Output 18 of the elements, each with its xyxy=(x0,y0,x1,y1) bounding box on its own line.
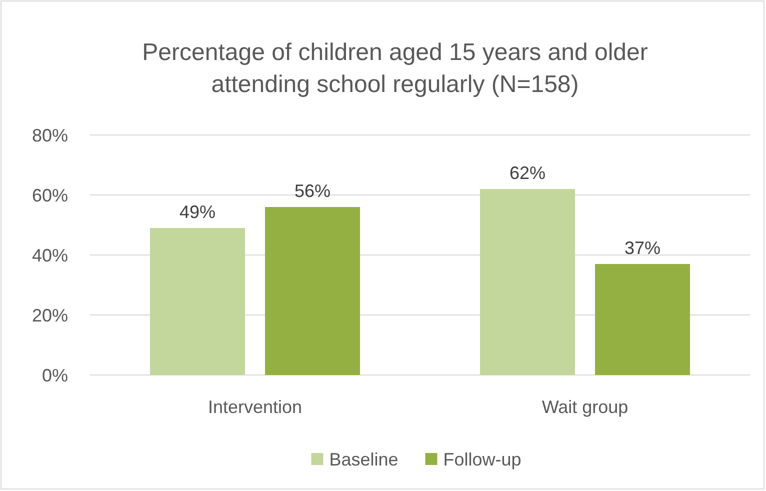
data-label: 56% xyxy=(294,181,331,201)
y-tick-label: 80% xyxy=(32,125,68,146)
chart-title: Percentage of children aged 15 years and older attending school regularly (N=158) xyxy=(142,39,648,98)
bar xyxy=(150,228,245,375)
data-label: 62% xyxy=(509,163,546,183)
data-label: 49% xyxy=(179,202,216,222)
legend-label: Baseline xyxy=(329,449,398,470)
bar xyxy=(595,264,690,375)
data-label: 37% xyxy=(624,238,661,258)
y-tick-label: 0% xyxy=(42,365,68,386)
bar xyxy=(265,207,360,375)
legend-label: Follow-up xyxy=(443,449,522,470)
x-tick-label: Intervention xyxy=(208,397,302,417)
bar xyxy=(480,189,575,375)
y-tick-label: 20% xyxy=(32,305,68,326)
y-tick-label: 60% xyxy=(32,185,68,206)
y-tick-label: 40% xyxy=(32,245,68,266)
x-tick-label: Wait group xyxy=(542,397,628,417)
